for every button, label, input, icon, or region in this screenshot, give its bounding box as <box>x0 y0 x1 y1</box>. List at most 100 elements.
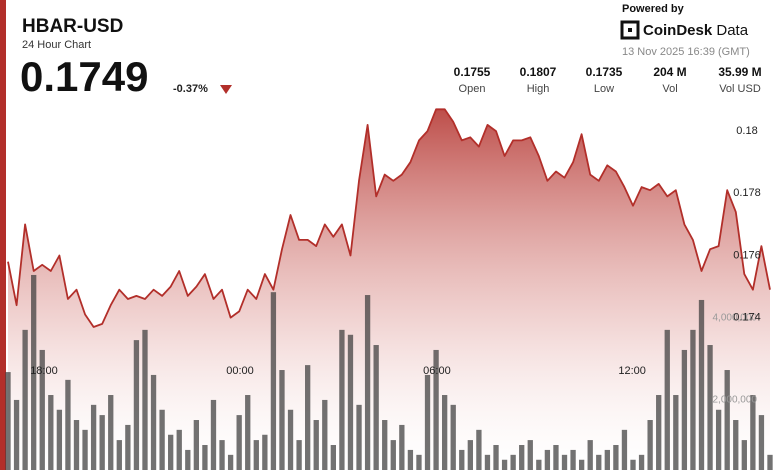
volume-bar <box>647 420 653 470</box>
y-tick-label: 0.178 <box>733 187 761 199</box>
volume-bar <box>750 395 756 470</box>
volume-bar <box>459 449 465 470</box>
brand-logo <box>620 20 640 40</box>
volume-bar <box>48 395 54 470</box>
volume-bar <box>673 395 679 470</box>
volume-bar <box>313 420 319 470</box>
stat-value: 204 M <box>653 65 686 79</box>
volume-bar <box>31 274 37 470</box>
volume-bar <box>262 434 268 470</box>
y2-tick-label: 2,000,000 <box>713 395 758 406</box>
volume-bar <box>373 345 379 470</box>
volume-bar <box>193 420 200 470</box>
volume-bar <box>484 454 491 470</box>
volume-bar <box>407 449 414 470</box>
change: -0.37% <box>173 83 208 95</box>
volume-bar <box>305 365 311 470</box>
volume-bar <box>39 349 45 470</box>
volume-bar <box>125 424 131 470</box>
price-area <box>8 109 770 470</box>
volume-bar <box>553 445 559 470</box>
volume-bar <box>287 409 294 470</box>
volume-bar <box>210 399 217 470</box>
stat-value: 0.1807 <box>520 65 557 79</box>
volume-bar <box>73 420 80 470</box>
volume-bar <box>176 429 182 470</box>
volume-bar <box>108 395 114 470</box>
price: 0.1749 <box>20 53 148 100</box>
stat-label: High <box>527 83 550 95</box>
logo-icon <box>620 20 640 40</box>
volume-bar <box>519 445 525 470</box>
volume-bar <box>279 370 285 470</box>
stat-label: Vol USD <box>719 83 761 95</box>
stat-value: 35.99 M <box>718 65 761 79</box>
volume-bar <box>13 399 20 470</box>
volume-bar <box>150 374 157 470</box>
volume-bar <box>621 429 628 470</box>
subtitle: 24 Hour Chart <box>22 39 91 51</box>
volume-bar <box>82 429 88 470</box>
y2-tick-label: 4,000,000 <box>713 313 758 324</box>
stat-value: 0.1755 <box>454 65 491 79</box>
volume-bar <box>656 395 662 470</box>
volume-bar <box>630 459 636 470</box>
logo-dot <box>628 28 632 32</box>
volume-bar <box>441 395 448 470</box>
volume-bar <box>467 440 473 470</box>
volume-bar <box>476 429 482 470</box>
volume-bar <box>382 420 388 470</box>
volume-bar <box>416 454 422 470</box>
volume-bar <box>159 409 165 470</box>
timestamp: 13 Nov 2025 16:39 (GMT) <box>622 46 750 58</box>
volume-bar <box>99 415 105 470</box>
volume-bar <box>604 449 610 470</box>
volume-bar <box>638 454 645 470</box>
volume-bar <box>56 409 63 470</box>
brand: CoinDesk Data <box>643 22 749 39</box>
volume-bar <box>296 440 302 470</box>
volume-bar <box>347 334 354 470</box>
volume-bar <box>690 329 696 470</box>
volume-bar <box>22 329 28 470</box>
symbol: HBAR-USD <box>22 16 123 37</box>
volume-bar <box>390 440 396 470</box>
volume-bar <box>733 420 739 470</box>
stat-label: Low <box>594 83 614 95</box>
volume-bar <box>236 415 242 470</box>
volume-bar <box>707 345 713 470</box>
volume-bar <box>65 379 71 470</box>
stat-label: Open <box>459 83 486 95</box>
volume-bar <box>5 372 11 470</box>
brand-name: CoinDesk <box>643 22 713 39</box>
volume-bar <box>698 299 705 470</box>
volume-bar <box>767 454 773 470</box>
volume-bar <box>587 440 593 470</box>
volume-bar <box>501 459 508 470</box>
volume-bar <box>536 459 542 470</box>
volume-bar <box>219 440 225 470</box>
x-tick-label: 00:00 <box>226 365 254 377</box>
volume-bar <box>245 395 251 470</box>
stats: 0.1755 Open 0.1807 High 0.1735 Low 204 M Vol 35.… <box>454 65 762 95</box>
volume-bar <box>758 415 765 470</box>
volume-bar <box>561 454 568 470</box>
volume-bar <box>544 449 551 470</box>
volume-bar <box>578 459 585 470</box>
stat-value: 0.1735 <box>586 65 623 79</box>
volume-bar <box>142 329 148 470</box>
volume-bar <box>570 449 576 470</box>
x-tick-label: 12:00 <box>618 365 646 377</box>
volume-bar <box>168 434 174 470</box>
x-tick-label: 06:00 <box>423 365 451 377</box>
y-tick-label: 0.18 <box>736 125 757 137</box>
price-line <box>7 108 771 328</box>
volume-bar <box>133 340 140 470</box>
volume-bar <box>715 409 722 470</box>
volume-bar <box>510 454 516 470</box>
volume-bar <box>356 404 362 470</box>
brand-suffix: Data <box>716 22 748 39</box>
volume-bar <box>527 440 533 470</box>
